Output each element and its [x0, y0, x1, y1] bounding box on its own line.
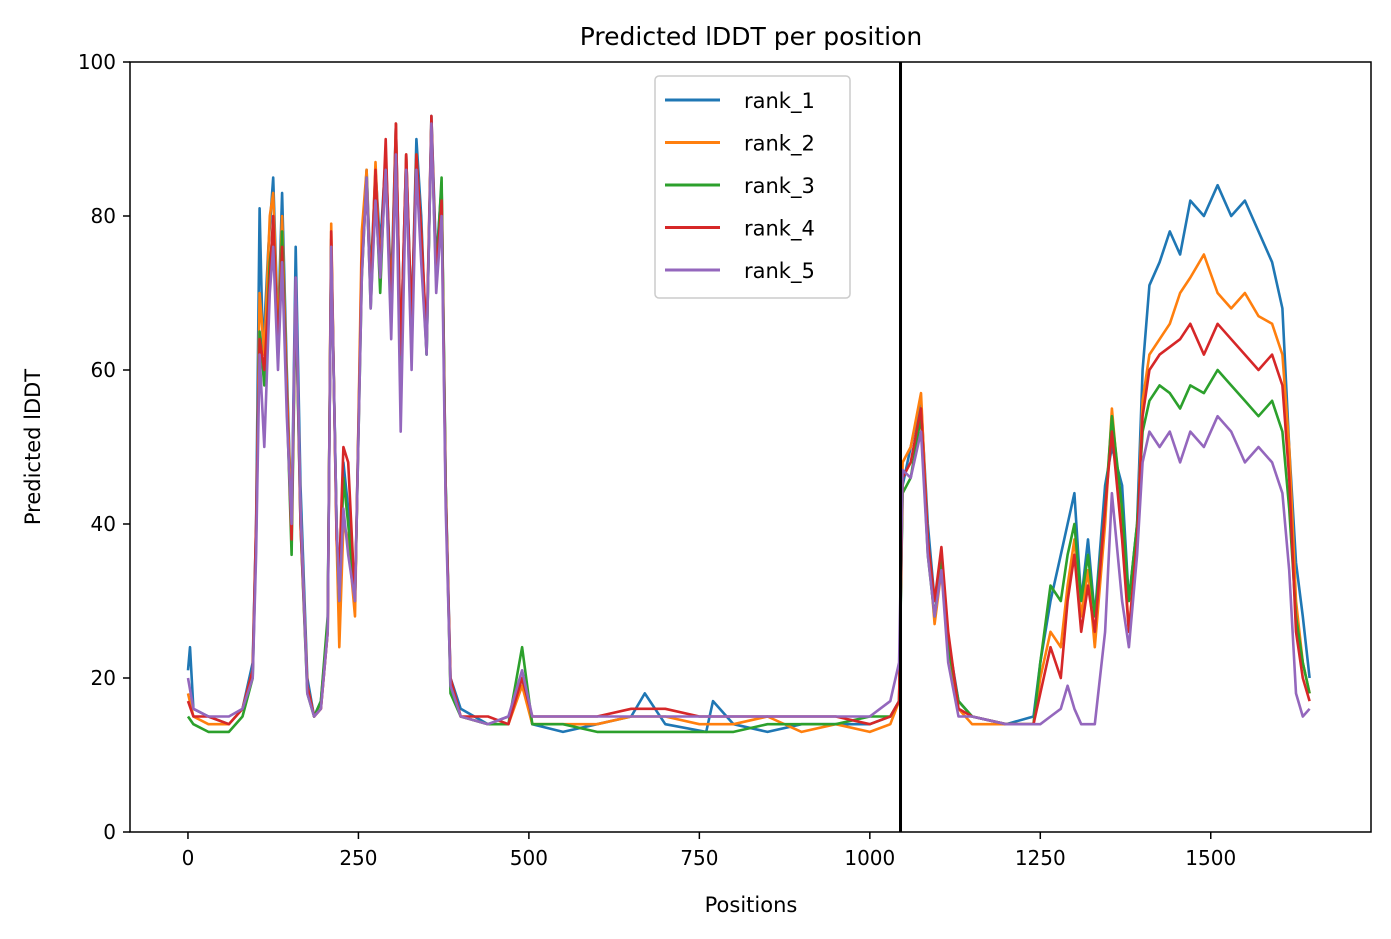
series-layer	[186, 114, 1311, 734]
y-tick-label: 20	[91, 666, 116, 690]
x-tick-label: 750	[680, 846, 718, 870]
legend-label-rank-1: rank_1	[744, 89, 815, 114]
y-tick-label: 40	[91, 512, 116, 536]
series-line-rank-5	[186, 122, 1311, 726]
x-tick-label: 500	[510, 846, 548, 870]
legend-label-rank-5: rank_5	[744, 259, 815, 284]
legend-box	[654, 75, 851, 299]
y-axis-title: Predicted lDDT	[21, 369, 45, 525]
legend-label-rank-2: rank_2	[744, 132, 815, 157]
x-tick-label: 1500	[1185, 846, 1236, 870]
x-tick-label: 1000	[844, 846, 895, 870]
legend-label-rank-3: rank_3	[744, 174, 815, 199]
x-tick-label: 0	[182, 846, 195, 870]
x-tick-label: 250	[339, 846, 377, 870]
y-tick-label: 100	[78, 50, 116, 74]
y-axis: 0 20 40 60 80 100	[78, 50, 130, 844]
plot-frame	[129, 61, 1372, 833]
legend: rank_1 rank_2 rank_3 rank_4 rank_5	[654, 75, 851, 299]
x-axis: 0 250 500 750 1000 1250 1500	[182, 832, 1236, 870]
y-tick-label: 80	[91, 204, 116, 228]
y-tick-label: 0	[103, 820, 116, 844]
legend-label-rank-4: rank_4	[744, 217, 815, 242]
y-tick-label: 60	[91, 358, 116, 382]
x-tick-label: 1250	[1015, 846, 1066, 870]
chart-title: Predicted lDDT per position	[580, 22, 922, 51]
x-axis-title: Positions	[705, 893, 798, 917]
